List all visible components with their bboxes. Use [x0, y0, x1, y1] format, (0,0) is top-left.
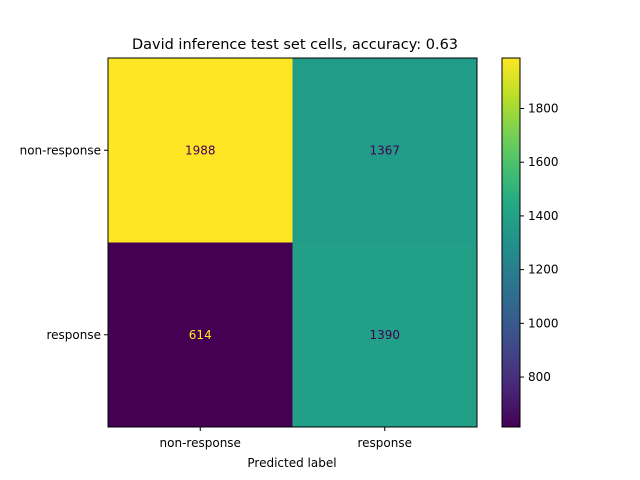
colorbar-tick-label: 1400 [528, 209, 559, 223]
cell-value-label: 1988 [185, 143, 216, 157]
colorbar-tick-label: 800 [528, 370, 551, 384]
heatmap-cell [108, 242, 293, 428]
y-axis-ticks: non-response response [20, 143, 108, 342]
x-axis-label: Predicted label [247, 456, 336, 470]
heatmap-cell [292, 242, 478, 428]
colorbar [502, 58, 520, 427]
plot-frame [107, 57, 478, 428]
heatmap-cell [292, 58, 478, 243]
heatmap-cell [108, 58, 293, 243]
colorbar-tick-label: 1200 [528, 263, 559, 277]
chart-title: David inference test set cells, accuracy… [132, 37, 458, 53]
colorbar-tick-label: 1000 [528, 316, 559, 330]
colorbar-frame [501, 57, 521, 428]
colorbar-tick-label: 1600 [528, 155, 559, 169]
colorbar-ticks: 800 1000 1200 1400 1600 1800 [520, 101, 559, 384]
y-tick-label: response [46, 328, 101, 342]
heatmap-cells [108, 58, 478, 428]
heatmap-cell-labels: 1988 1367 614 1390 [185, 143, 400, 342]
colorbar-tick-label: 1800 [528, 101, 559, 115]
y-tick-label: non-response [20, 143, 101, 157]
cell-value-label: 1390 [369, 328, 400, 342]
x-tick-label: response [357, 436, 412, 450]
x-tick-label: non-response [160, 436, 241, 450]
x-axis-ticks: non-response response [160, 427, 412, 450]
cell-value-label: 1367 [369, 143, 400, 157]
cell-value-label: 614 [189, 328, 212, 342]
